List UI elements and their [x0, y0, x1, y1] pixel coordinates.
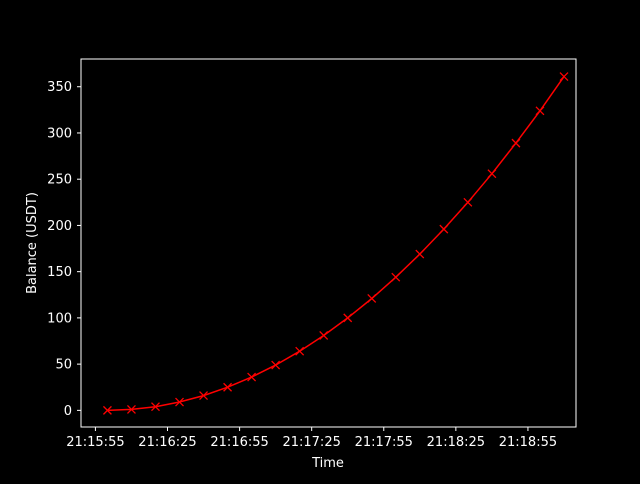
data-point-marker	[535, 106, 545, 116]
data-point-marker	[319, 331, 329, 340]
x-tick-label: 21:18:55	[499, 435, 557, 450]
y-tick-label: 250	[47, 173, 72, 188]
plot-area: 0 50 100 150 200 250 300 350 21:15:55 21:16:25 21:…	[47, 58, 577, 450]
data-point-marker	[247, 372, 257, 382]
x-tick-label: 21:15:55	[66, 435, 124, 450]
data-point-marker	[271, 360, 281, 370]
x-tick-label: 21:16:55	[210, 435, 268, 450]
data-point-marker	[487, 169, 497, 179]
x-tick-label: 21:18:25	[427, 435, 485, 450]
x-tick-label: 21:16:25	[138, 435, 196, 450]
x-tick-label: 21:17:55	[355, 435, 413, 450]
y-tick-label: 350	[47, 80, 72, 95]
data-point-marker	[295, 346, 305, 356]
data-point-marker	[102, 405, 112, 415]
data-point-marker	[175, 397, 184, 407]
data-point-marker	[343, 313, 353, 323]
data-point-marker	[367, 294, 377, 303]
data-point-marker	[151, 402, 160, 412]
x-axis-label: Time	[311, 456, 344, 471]
data-point-marker	[439, 224, 449, 234]
data-point-marker	[391, 272, 401, 282]
data-point-marker	[199, 391, 209, 401]
data-point-marker	[415, 249, 425, 259]
data-point-marker	[223, 382, 233, 392]
data-point-marker	[559, 72, 569, 82]
y-tick-label: 0	[64, 404, 72, 419]
axes-frame	[80, 58, 577, 428]
y-tick-label: 50	[55, 358, 72, 373]
y-tick-label: 100	[47, 311, 72, 326]
y-tick-label: 150	[47, 265, 72, 280]
series-line	[107, 76, 565, 412]
data-point-marker	[511, 138, 521, 148]
y-tick-label: 200	[47, 219, 72, 234]
x-tick-label: 21:17:25	[282, 435, 340, 450]
data-point-marker	[463, 197, 473, 207]
y-axis-label: Balance (USDT)	[25, 192, 40, 294]
y-tick-label: 300	[47, 126, 72, 141]
data-point-marker	[127, 404, 136, 414]
